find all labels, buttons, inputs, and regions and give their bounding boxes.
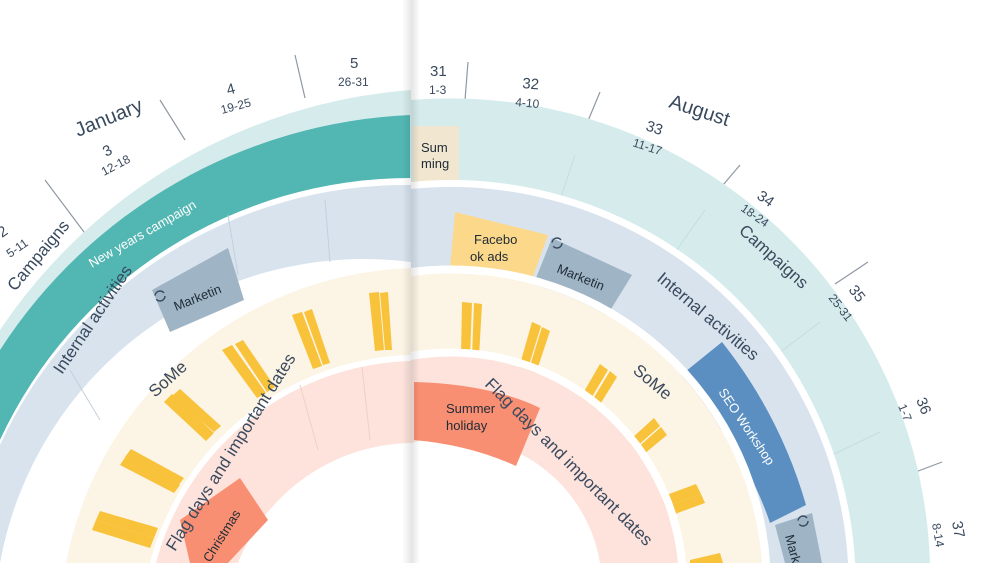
week-band-right	[411, 13, 1000, 563]
week-range: 1-7	[895, 402, 915, 424]
summer-line-2: holiday	[446, 418, 488, 433]
campaign-item-line-2: ming	[421, 156, 449, 171]
week-number: 35	[845, 282, 869, 306]
flag-item-summer-holiday[interactable]	[414, 382, 540, 466]
week-number: 34	[754, 187, 777, 210]
week-number: 36	[912, 395, 934, 417]
internal-item-marketing-left[interactable]	[152, 248, 244, 332]
week-number: 32	[522, 75, 540, 93]
internal-item-seo-workshop[interactable]	[675, 342, 806, 523]
some-ring-left	[66, 268, 411, 563]
facebook-line-1: Facebo	[474, 232, 517, 247]
repeat-icon	[551, 237, 563, 249]
some-ring-right	[411, 273, 762, 563]
week-number: 37	[948, 520, 968, 539]
internal-item-marketing-2[interactable]	[775, 513, 822, 563]
repeat-icon	[797, 515, 809, 527]
campaigns-ring-left	[0, 90, 411, 350]
week-range: 4-10	[515, 95, 540, 111]
internal-item-facebook-label: Facebo ok ads	[470, 232, 517, 264]
week-number: 2	[0, 223, 11, 242]
week-band-left	[0, 10, 411, 330]
campaign-item-label: Sum ming	[421, 140, 449, 171]
week-range: 8-14	[929, 522, 947, 548]
week-range: 1-3	[429, 83, 447, 97]
week-range: 26-31	[338, 75, 369, 89]
internal-item-marketing-right[interactable]	[532, 238, 632, 322]
week-number: 5	[350, 55, 358, 72]
campaign-item-summer[interactable]	[413, 126, 459, 182]
some-bars-left	[92, 292, 392, 548]
week-dividers-left	[44, 54, 306, 241]
flag-item-christmas[interactable]	[180, 478, 268, 563]
repeat-icon	[154, 290, 166, 302]
flag-item-summer-label: Summer holiday	[446, 401, 496, 433]
week-number: 31	[430, 63, 447, 80]
campaign-item-new-years[interactable]	[0, 115, 410, 440]
internal-item-mark-label: Mark	[782, 533, 804, 563]
summer-line-1: Summer	[446, 401, 496, 416]
campaign-item-line-1: Sum	[421, 140, 448, 155]
week-number: 33	[644, 118, 665, 139]
facebook-line-2: ok ads	[470, 249, 509, 264]
